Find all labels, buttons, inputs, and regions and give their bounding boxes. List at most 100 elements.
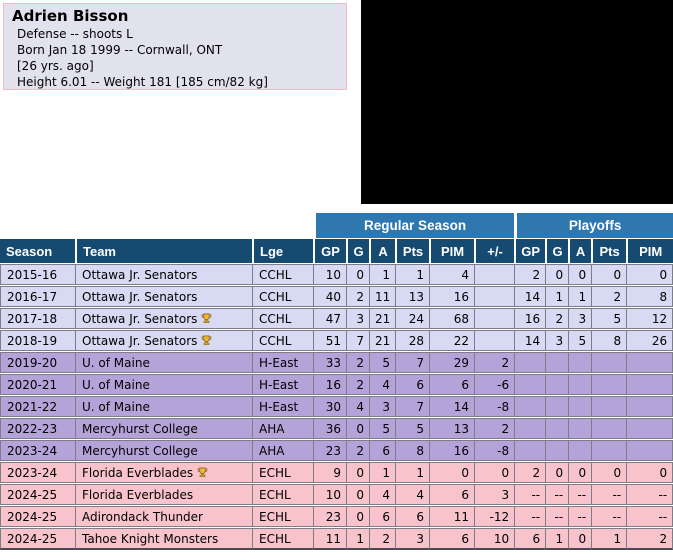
table-row: 2024-25 Tahoe Knight Monsters ECHL 11 1 2 3 6 10… bbox=[0, 528, 673, 550]
league-cell: CCHL bbox=[252, 308, 314, 329]
stat-cell-po: 16 bbox=[514, 308, 546, 329]
league-cell: CCHL bbox=[252, 286, 314, 307]
table-row: 2018-19 Ottawa Jr. Senators CCHL 51 7 21 28 22 1… bbox=[0, 330, 673, 351]
stat-cell-po: 8 bbox=[626, 286, 673, 307]
table-row: 2020-21 U. of Maine H-East 16 2 4 6 6 -6 bbox=[0, 374, 673, 395]
stat-cell-po: 0 bbox=[568, 528, 592, 550]
team-name: U. of Maine bbox=[82, 399, 150, 414]
stat-cell-rs: -12 bbox=[474, 506, 515, 527]
stat-cell-po: -- bbox=[545, 484, 569, 505]
column-header-a: A bbox=[369, 239, 396, 263]
stat-cell-po: 2 bbox=[591, 286, 627, 307]
band-spacer bbox=[0, 213, 314, 238]
stat-cell-po: -- bbox=[568, 506, 592, 527]
stat-cell-po: 0 bbox=[545, 462, 569, 483]
stat-cell-po bbox=[626, 396, 673, 417]
stat-cell-po bbox=[514, 418, 546, 439]
team-name: Adirondack Thunder bbox=[82, 509, 203, 524]
stat-cell-po: -- bbox=[568, 484, 592, 505]
stat-cell-rs: 2 bbox=[346, 352, 370, 373]
stat-cell-po: 8 bbox=[591, 330, 627, 351]
stat-cell-po: 2 bbox=[545, 308, 569, 329]
stat-cell-rs: -8 bbox=[474, 440, 515, 461]
column-header-: +/- bbox=[474, 239, 515, 263]
stat-cell-rs: 21 bbox=[369, 308, 396, 329]
column-header-lge: Lge bbox=[252, 239, 314, 263]
season-cell: 2024-25 bbox=[0, 506, 75, 527]
column-header-g-playoffs: G bbox=[545, 239, 569, 263]
media-placeholder bbox=[361, 0, 673, 204]
stat-cell-rs bbox=[474, 286, 515, 307]
stat-cell-po: 3 bbox=[568, 308, 592, 329]
stat-cell-po bbox=[568, 418, 592, 439]
stats-table: Regular Season Playoffs Season Team Lge GP G… bbox=[0, 212, 673, 551]
league-cell: ECHL bbox=[252, 528, 314, 550]
team-cell: U. of Maine bbox=[75, 374, 252, 395]
stat-cell-rs: 0 bbox=[474, 462, 515, 483]
column-header-team: Team bbox=[75, 239, 252, 263]
stat-cell-rs: 0 bbox=[346, 418, 370, 439]
league-cell: AHA bbox=[252, 418, 314, 439]
stat-cell-rs: 0 bbox=[346, 462, 370, 483]
stat-cell-rs: 30 bbox=[313, 396, 347, 417]
stat-cell-rs: 2 bbox=[474, 418, 515, 439]
stat-cell-rs bbox=[474, 264, 515, 285]
stat-cell-po bbox=[568, 396, 592, 417]
table-row: 2023-24 Mercyhurst College AHA 23 2 6 8 16 -8 bbox=[0, 440, 673, 461]
table-row: 2015-16 Ottawa Jr. Senators CCHL 10 0 1 1 4 2 0 0 0… bbox=[0, 264, 673, 285]
stat-cell-po bbox=[514, 396, 546, 417]
column-header-pim-playoffs: PIM bbox=[626, 239, 673, 263]
stat-cell-po: 1 bbox=[591, 528, 627, 550]
stat-cell-po bbox=[626, 352, 673, 373]
stat-cell-rs: 7 bbox=[346, 330, 370, 351]
team-name: Florida Everblades bbox=[82, 465, 194, 480]
table-row: 2021-22 U. of Maine H-East 30 4 3 7 14 -8 bbox=[0, 396, 673, 417]
player-age-line: [26 yrs. ago] bbox=[17, 59, 94, 73]
stat-cell-rs: 36 bbox=[313, 418, 347, 439]
stat-cell-rs: 14 bbox=[429, 396, 475, 417]
stat-cell-rs: 13 bbox=[429, 418, 475, 439]
stat-cell-po: 14 bbox=[514, 286, 546, 307]
stat-cell-po bbox=[591, 352, 627, 373]
stat-cell-rs: 6 bbox=[395, 374, 430, 395]
stat-cell-rs: 6 bbox=[429, 374, 475, 395]
stat-cell-rs: 16 bbox=[313, 374, 347, 395]
stat-cell-rs: -8 bbox=[474, 396, 515, 417]
stat-cell-po: 0 bbox=[626, 462, 673, 483]
table-row: 2024-25 Florida Everblades ECHL 10 0 4 4 6 3 -- --… bbox=[0, 484, 673, 505]
player-info-box: Adrien Bisson Defense -- shoots L Born J… bbox=[3, 3, 347, 90]
stat-cell-po: 14 bbox=[514, 330, 546, 351]
stat-cell-rs: 68 bbox=[429, 308, 475, 329]
stat-cell-rs: 4 bbox=[395, 484, 430, 505]
team-name: Mercyhurst College bbox=[82, 443, 198, 458]
stat-cell-rs: 11 bbox=[429, 506, 475, 527]
stat-cell-po bbox=[591, 418, 627, 439]
league-cell: CCHL bbox=[252, 264, 314, 285]
season-cell: 2021-22 bbox=[0, 396, 75, 417]
column-header-row: Season Team Lge GP G A Pts PIM +/- GP G A Pts PIM bbox=[0, 239, 673, 263]
career-stats-section: Regular Season Playoffs Season Team Lge GP G… bbox=[0, 212, 673, 551]
column-header-a-playoffs: A bbox=[568, 239, 592, 263]
team-name: Mercyhurst College bbox=[82, 421, 198, 436]
season-cell: 2017-18 bbox=[0, 308, 75, 329]
stat-cell-po: 1 bbox=[545, 528, 569, 550]
stat-cell-rs: 1 bbox=[395, 462, 430, 483]
stat-cell-po: 12 bbox=[626, 308, 673, 329]
stat-cell-rs: 4 bbox=[346, 396, 370, 417]
stat-cell-rs: 22 bbox=[429, 330, 475, 351]
stat-cell-rs: 29 bbox=[429, 352, 475, 373]
stat-cell-rs: 3 bbox=[369, 396, 396, 417]
stat-cell-po bbox=[545, 396, 569, 417]
stat-cell-rs: 24 bbox=[395, 308, 430, 329]
stat-cell-po: 26 bbox=[626, 330, 673, 351]
stat-cell-rs: 2 bbox=[369, 528, 396, 550]
stat-cell-po bbox=[545, 374, 569, 395]
stat-cell-po bbox=[591, 396, 627, 417]
team-name: Ottawa Jr. Senators bbox=[82, 311, 198, 326]
stat-cell-rs: 33 bbox=[313, 352, 347, 373]
stat-cell-rs: 0 bbox=[346, 484, 370, 505]
stat-cell-rs: 5 bbox=[369, 352, 396, 373]
stat-cell-po bbox=[568, 352, 592, 373]
stat-cell-rs: 1 bbox=[369, 264, 396, 285]
column-header-gp: GP bbox=[313, 239, 347, 263]
